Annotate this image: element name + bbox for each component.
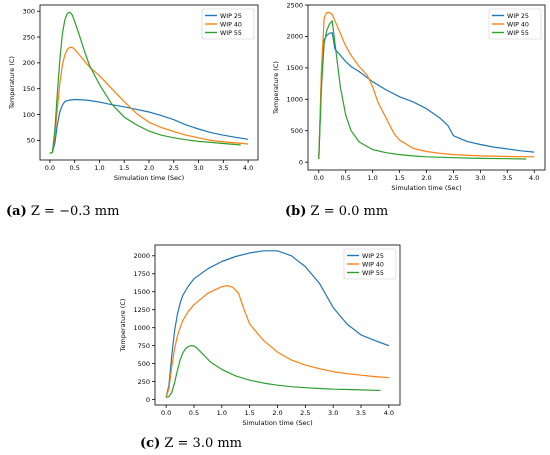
legend-label-b-wip-25: WIP 25 xyxy=(507,13,529,20)
x-tick-label-b-0: 0.0 xyxy=(314,174,324,182)
x-tick-label-a-5: 2.5 xyxy=(169,164,179,172)
x-axis-label-b: Simulation time (Sec) xyxy=(391,184,461,192)
series-line-c-wip-25 xyxy=(165,250,390,398)
x-tick-label-c-4: 2.0 xyxy=(272,409,282,417)
legend-label-c-wip-55: WIP 55 xyxy=(362,270,384,277)
y-tick-label-a-0: 50 xyxy=(27,137,35,145)
x-tick-label-c-5: 2.5 xyxy=(300,409,310,417)
y-tick-label-b-3: 1500 xyxy=(286,64,303,72)
plot-a: 0.0 0.5 1.0 1.5 2.0 2.5 3.0 3.5 4.0 50 100 150 200 25… xyxy=(8,4,259,182)
y-tick-label-a-5: 300 xyxy=(23,8,35,16)
legend-label-a-wip-55: WIP 55 xyxy=(220,30,242,37)
caption-a-text: Z = −0.3 mm xyxy=(30,204,120,219)
series-line-a-wip-40 xyxy=(49,46,249,154)
x-tick-label-c-6: 3.0 xyxy=(328,409,338,417)
y-tick-label-a-1: 100 xyxy=(23,111,35,119)
y-tick-label-a-4: 250 xyxy=(23,33,35,41)
y-tick-label-c-5: 1250 xyxy=(133,306,150,314)
legend-label-c-wip-40: WIP 40 xyxy=(362,261,384,268)
y-axis-label-b: Temperature (C) xyxy=(272,61,280,115)
y-tick-label-a-2: 150 xyxy=(23,85,35,93)
caption-b: (b) Z = 0.0 mm xyxy=(285,204,388,219)
x-tick-label-b-2: 1.0 xyxy=(367,174,377,182)
caption-c-label: (c) xyxy=(140,436,161,451)
y-tick-label-b-2: 1000 xyxy=(286,96,303,104)
y-tick-label-c-2: 500 xyxy=(138,360,150,368)
legend-box-a xyxy=(201,8,255,40)
caption-c: (c) Z = 3.0 mm xyxy=(140,436,242,451)
y-tick-label-c-7: 1750 xyxy=(133,270,150,278)
x-tick-label-a-2: 1.0 xyxy=(94,164,104,172)
x-axis-label-a: Simulation time (Sec) xyxy=(114,174,184,182)
x-tick-label-a-6: 3.0 xyxy=(193,164,203,172)
caption-b-text: Z = 0.0 mm xyxy=(310,204,389,219)
y-tick-label-c-6: 1500 xyxy=(133,288,150,296)
y-tick-label-c-3: 750 xyxy=(138,342,150,350)
legend-box-b xyxy=(488,8,542,40)
x-tick-label-c-3: 1.5 xyxy=(244,409,254,417)
x-tick-label-a-3: 1.5 xyxy=(119,164,129,172)
plot-c: 0.0 0.5 1.0 1.5 2.0 2.5 3.0 3.5 4.0 0 250 500 750 100… xyxy=(119,244,401,427)
x-tick-label-c-1: 0.5 xyxy=(189,409,199,417)
x-tick-label-b-4: 2.0 xyxy=(421,174,431,182)
x-tick-label-b-6: 3.0 xyxy=(475,174,485,182)
x-tick-label-b-1: 0.5 xyxy=(341,174,351,182)
series-line-c-wip-55 xyxy=(165,345,381,398)
x-tick-label-b-3: 1.5 xyxy=(394,174,404,182)
x-tick-label-b-8: 4.0 xyxy=(529,174,539,182)
caption-a-label: (a) xyxy=(6,204,27,219)
legend-label-b-wip-40: WIP 40 xyxy=(507,21,529,28)
series-line-a-wip-55 xyxy=(49,11,241,154)
x-tick-label-a-4: 2.0 xyxy=(144,164,154,172)
y-tick-label-c-1: 250 xyxy=(138,378,150,386)
series-line-b-wip-25 xyxy=(318,32,535,160)
x-tick-label-a-7: 3.5 xyxy=(218,164,228,172)
y-tick-label-c-4: 1000 xyxy=(133,324,150,332)
legend-label-c-wip-25: WIP 25 xyxy=(362,253,384,260)
series-line-c-wip-40 xyxy=(165,285,389,398)
y-tick-label-a-3: 200 xyxy=(23,59,35,67)
x-tick-label-a-8: 4.0 xyxy=(243,164,253,172)
y-tick-label-b-4: 2000 xyxy=(286,33,303,41)
x-tick-label-a-1: 0.5 xyxy=(70,164,80,172)
y-tick-label-b-0: 0 xyxy=(299,158,303,166)
x-tick-label-b-7: 3.5 xyxy=(502,174,512,182)
caption-a: (a) Z = −0.3 mm xyxy=(6,204,119,219)
x-tick-label-a-0: 0.0 xyxy=(45,164,55,172)
series-line-b-wip-55 xyxy=(318,20,527,160)
caption-c-text: Z = 3.0 mm xyxy=(164,436,243,451)
legend-label-a-wip-40: WIP 40 xyxy=(220,21,242,28)
legend-box-c xyxy=(343,248,397,280)
legend-label-a-wip-25: WIP 25 xyxy=(220,13,242,20)
x-axis-label-c: Simulation time (Sec) xyxy=(242,419,312,427)
y-axis-label-a: Temperature (C) xyxy=(8,56,16,110)
legend-label-b-wip-55: WIP 55 xyxy=(507,30,529,37)
caption-b-label: (b) xyxy=(285,204,307,219)
y-tick-label-c-8: 2000 xyxy=(133,252,150,260)
x-tick-label-c-8: 4.0 xyxy=(384,409,394,417)
y-axis-label-c: Temperature (C) xyxy=(119,299,127,353)
y-tick-label-c-0: 0 xyxy=(146,396,150,404)
plot-b: 0.0 0.5 1.0 1.5 2.0 2.5 3.0 3.5 4.0 0 500 1000 1500 2… xyxy=(272,1,546,192)
x-tick-label-c-7: 3.5 xyxy=(356,409,366,417)
series-line-b-wip-40 xyxy=(318,11,535,160)
y-tick-label-b-5: 2500 xyxy=(286,1,303,9)
x-tick-label-c-0: 0.0 xyxy=(161,409,171,417)
x-tick-label-c-2: 1.0 xyxy=(217,409,227,417)
series-line-a-wip-25 xyxy=(49,98,249,154)
y-tick-label-b-1: 500 xyxy=(291,127,303,135)
x-tick-label-b-5: 2.5 xyxy=(448,174,458,182)
